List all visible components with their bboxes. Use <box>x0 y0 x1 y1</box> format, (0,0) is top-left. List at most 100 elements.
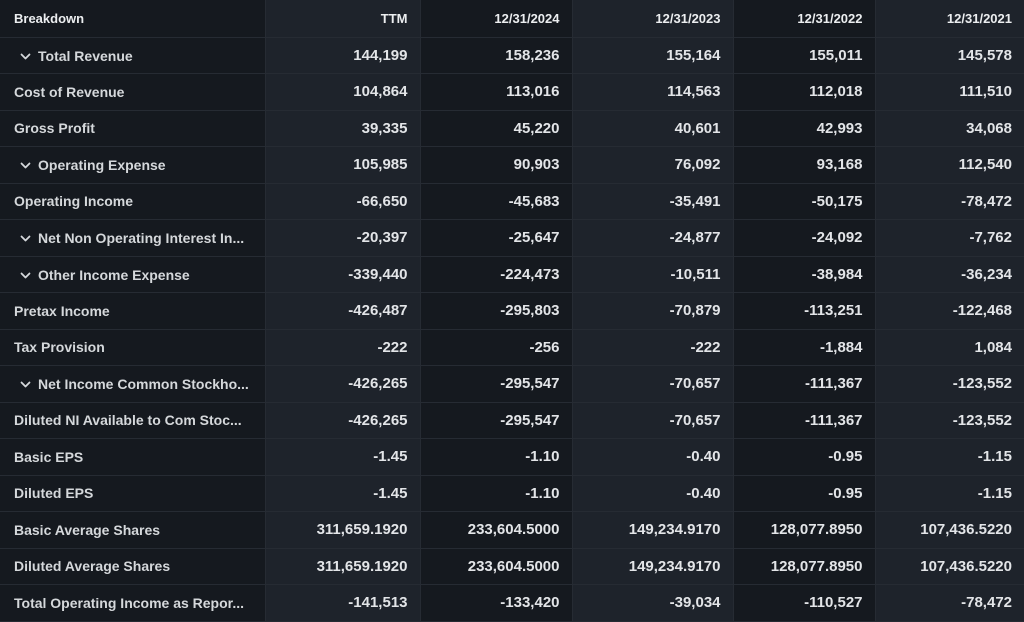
cell-value: 112,018 <box>732 73 876 111</box>
cell-value: -295,803 <box>419 292 573 330</box>
row-label: Other Income Expense <box>38 266 190 283</box>
cell-value: -66,650 <box>264 182 421 220</box>
cell-value: 104,864 <box>264 73 421 111</box>
row-label-diluted-ni-available: Diluted NI Available to Com Stoc... <box>0 401 266 439</box>
cell-value: 34,068 <box>874 109 1024 147</box>
cell-value: -110,527 <box>732 584 876 622</box>
cell-value: 90,903 <box>419 146 573 184</box>
cell-value: -50,175 <box>732 182 876 220</box>
chevron-down-icon[interactable] <box>20 375 31 391</box>
cell-value: -122,468 <box>874 292 1024 330</box>
cell-value: -141,513 <box>264 584 421 622</box>
row-expand-toggle-net-non-operating-interest[interactable]: Net Non Operating Interest In... <box>0 219 266 257</box>
cell-value: -78,472 <box>874 584 1024 622</box>
row-label: Net Income Common Stockho... <box>38 376 249 393</box>
row-label: Basic Average Shares <box>14 521 161 538</box>
cell-value: -1.15 <box>874 438 1024 476</box>
cell-value: -35,491 <box>571 182 734 220</box>
cell-value: -7,762 <box>874 219 1024 257</box>
row-label-gross-profit: Gross Profit <box>0 109 266 147</box>
cell-value: -24,092 <box>732 219 876 257</box>
row-label-total-operating-income-as-reported: Total Operating Income as Repor... <box>0 584 266 622</box>
cell-value: 107,436.5220 <box>874 511 1024 549</box>
column-header-2021: 12/31/2021 <box>874 0 1024 38</box>
cell-value: 40,601 <box>571 109 734 147</box>
cell-value: 158,236 <box>419 36 573 74</box>
row-label: Diluted EPS <box>14 485 94 502</box>
cell-value: 105,985 <box>264 146 421 184</box>
cell-value: -295,547 <box>419 365 573 403</box>
row-label: Cost of Revenue <box>14 83 125 100</box>
cell-value: -0.40 <box>571 474 734 512</box>
cell-value: -256 <box>419 328 573 366</box>
cell-value: -222 <box>571 328 734 366</box>
table-header-row: Breakdown TTM 12/31/2024 12/31/2023 12/3… <box>0 0 1024 38</box>
cell-value: 112,540 <box>874 146 1024 184</box>
cell-value: -123,552 <box>874 401 1024 439</box>
cell-value: 39,335 <box>264 109 421 147</box>
cell-value: 155,011 <box>732 36 876 74</box>
table-row: Diluted EPS -1.45 -1.10 -0.40 -0.95 -1.1… <box>0 474 1024 512</box>
cell-value: -426,265 <box>264 401 421 439</box>
column-header-2022: 12/31/2022 <box>732 0 876 38</box>
chevron-down-icon[interactable] <box>20 156 31 172</box>
chevron-down-icon[interactable] <box>20 229 31 245</box>
table-row: Net Income Common Stockho... -426,265 -2… <box>0 365 1024 403</box>
column-header-2024: 12/31/2024 <box>419 0 573 38</box>
table-row: Gross Profit 39,335 45,220 40,601 42,993… <box>0 109 1024 147</box>
row-label-basic-eps: Basic EPS <box>0 438 266 476</box>
table-row: Tax Provision -222 -256 -222 -1,884 1,08… <box>0 328 1024 366</box>
cell-value: -426,487 <box>264 292 421 330</box>
cell-value: -0.40 <box>571 438 734 476</box>
row-label: Net Non Operating Interest In... <box>38 230 245 247</box>
cell-value: -45,683 <box>419 182 573 220</box>
cell-value: 155,164 <box>571 36 734 74</box>
cell-value: -78,472 <box>874 182 1024 220</box>
cell-value: -1.10 <box>419 474 573 512</box>
cell-value: -25,647 <box>419 219 573 257</box>
cell-value: 233,604.5000 <box>419 511 573 549</box>
row-expand-toggle-other-income-expense[interactable]: Other Income Expense <box>0 255 266 293</box>
cell-value: -295,547 <box>419 401 573 439</box>
row-label: Pretax Income <box>14 302 110 319</box>
cell-value: 311,659.1920 <box>264 547 421 585</box>
cell-value: -123,552 <box>874 365 1024 403</box>
row-label-cost-of-revenue: Cost of Revenue <box>0 73 266 111</box>
cell-value: -339,440 <box>264 255 421 293</box>
row-label: Gross Profit <box>14 120 95 137</box>
row-label-basic-average-shares: Basic Average Shares <box>0 511 266 549</box>
cell-value: 111,510 <box>874 73 1024 111</box>
cell-value: 42,993 <box>732 109 876 147</box>
cell-value: 149,234.9170 <box>571 547 734 585</box>
cell-value: -1.45 <box>264 438 421 476</box>
cell-value: -10,511 <box>571 255 734 293</box>
chevron-down-icon[interactable] <box>20 266 31 282</box>
table-row: Total Revenue 144,199 158,236 155,164 15… <box>0 36 1024 74</box>
cell-value: -222 <box>264 328 421 366</box>
table-row: Pretax Income -426,487 -295,803 -70,879 … <box>0 292 1024 330</box>
cell-value: -70,879 <box>571 292 734 330</box>
row-expand-toggle-operating-expense[interactable]: Operating Expense <box>0 146 266 184</box>
table-row: Other Income Expense -339,440 -224,473 -… <box>0 255 1024 293</box>
chevron-down-icon[interactable] <box>20 47 31 63</box>
table-row: Basic EPS -1.45 -1.10 -0.40 -0.95 -1.15 <box>0 438 1024 476</box>
cell-value: -0.95 <box>732 474 876 512</box>
table-row: Operating Expense 105,985 90,903 76,092 … <box>0 146 1024 184</box>
row-label-diluted-eps: Diluted EPS <box>0 474 266 512</box>
table-row: Net Non Operating Interest In... -20,397… <box>0 219 1024 257</box>
cell-value: -426,265 <box>264 365 421 403</box>
column-header-breakdown: Breakdown <box>0 0 266 38</box>
cell-value: 311,659.1920 <box>264 511 421 549</box>
cell-value: -133,420 <box>419 584 573 622</box>
cell-value: 145,578 <box>874 36 1024 74</box>
cell-value: -38,984 <box>732 255 876 293</box>
cell-value: 233,604.5000 <box>419 547 573 585</box>
cell-value: 128,077.8950 <box>732 547 876 585</box>
cell-value: 1,084 <box>874 328 1024 366</box>
cell-value: 76,092 <box>571 146 734 184</box>
row-expand-toggle-total-revenue[interactable]: Total Revenue <box>0 36 266 74</box>
row-label: Diluted Average Shares <box>14 558 171 575</box>
row-label-diluted-average-shares: Diluted Average Shares <box>0 547 266 585</box>
row-expand-toggle-net-income-common-stockholders[interactable]: Net Income Common Stockho... <box>0 365 266 403</box>
